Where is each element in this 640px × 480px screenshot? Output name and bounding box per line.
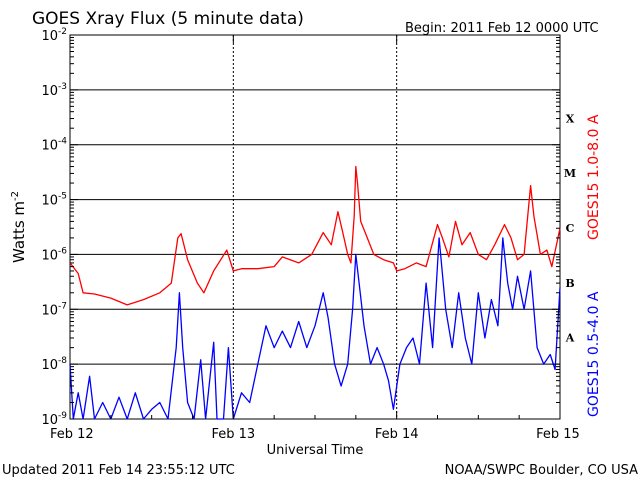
x-tick-label: Feb 12 xyxy=(50,427,94,442)
y-tick-label: 10-6 xyxy=(41,246,67,263)
y-tick-label: 10-2 xyxy=(41,27,67,44)
flare-class-label: X xyxy=(566,112,575,125)
plot-area xyxy=(69,34,561,420)
series-layer xyxy=(69,165,561,420)
begin-label: Begin: 2011 Feb 12 0000 UTC xyxy=(405,21,599,36)
y-axis-label-base: Watts m xyxy=(10,201,28,263)
y-tick-label: 10-7 xyxy=(41,301,67,318)
y-tick-label: 10-4 xyxy=(41,137,67,154)
flare-class-label: C xyxy=(566,222,575,235)
series-line-long xyxy=(69,165,561,306)
legend-series-short: GOES15 0.5-4.0 A xyxy=(586,291,602,417)
legend-series-long: GOES15 1.0-8.0 A xyxy=(586,114,602,240)
plot-frame xyxy=(69,34,561,420)
flare-class-label: B xyxy=(565,277,574,290)
chart-title: GOES Xray Flux (5 minute data) xyxy=(32,9,304,29)
x-tick-label: Feb 15 xyxy=(536,427,580,442)
y-axis-label-exp: -2 xyxy=(10,191,21,201)
y-tick-label: 10-3 xyxy=(41,82,67,99)
y-axis-label: Watts m-2 xyxy=(10,191,28,263)
x-axis-ticks: Feb 12 Feb 13 Feb 14 Feb 15 xyxy=(50,35,580,442)
source-text: NOAA/SWPC Boulder, CO USA xyxy=(445,463,638,478)
series-line-short xyxy=(69,237,561,420)
flare-class-labels: X M C B A xyxy=(564,112,576,344)
y-tick-label: 10-8 xyxy=(41,356,67,373)
flare-class-label: M xyxy=(564,167,576,180)
y-tick-label: 10-5 xyxy=(41,192,67,209)
x-tick-label: Feb 14 xyxy=(375,427,419,442)
updated-text: Updated 2011 Feb 14 23:55:12 UTC xyxy=(2,463,235,478)
flare-class-label: A xyxy=(565,332,575,345)
grid xyxy=(70,35,560,419)
y-tick-label: 10-9 xyxy=(41,411,67,428)
x-axis-label: Universal Time xyxy=(267,443,364,458)
y-axis-ticks: 10-9 10-8 10-7 10-6 10-5 10-4 10-3 10-2 xyxy=(41,27,560,428)
x-tick-label: Feb 13 xyxy=(211,427,255,442)
